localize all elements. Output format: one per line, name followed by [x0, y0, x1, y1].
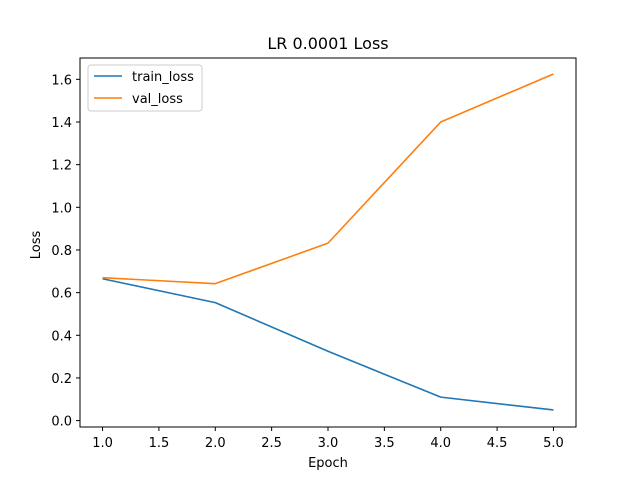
series-line-train-loss: [102, 277, 554, 411]
legend-label: train_loss: [132, 70, 194, 85]
x-tick-label: 2.5: [261, 436, 282, 451]
x-axis: 1.0 1.5 2.0 2.5 3.0 3.5 4.0 4.5 5.0: [92, 427, 564, 451]
y-tick-label: 0.8: [51, 244, 72, 259]
x-axis-label: Epoch: [308, 456, 348, 471]
x-tick-label: 1.0: [92, 436, 113, 451]
y-tick-label: 1.4: [51, 116, 72, 131]
chart-title: LR 0.0001 Loss: [267, 34, 388, 53]
x-tick-label: 4.5: [487, 436, 508, 451]
x-tick-label: 3.0: [318, 436, 339, 451]
x-tick-label: 3.5: [374, 436, 395, 451]
y-tick-label: 0.6: [51, 287, 72, 302]
series-line-val-loss: [102, 73, 554, 285]
y-tick-label: 0.4: [51, 329, 72, 344]
series-layer: [102, 73, 554, 411]
y-axis: 0.0 0.2 0.4 0.6 0.8 1.0 1.2 1.4 1.6: [51, 73, 80, 430]
legend: train_loss val_loss: [87, 64, 203, 112]
legend-label: val_loss: [132, 92, 183, 107]
y-tick-label: 1.0: [51, 201, 72, 216]
y-tick-label: 1.6: [51, 73, 72, 88]
y-axis-label: Loss: [29, 231, 44, 260]
x-tick-label: 4.0: [430, 436, 451, 451]
x-tick-label: 1.5: [149, 436, 170, 451]
x-tick-label: 2.0: [205, 436, 226, 451]
x-tick-label: 5.0: [543, 436, 564, 451]
y-tick-label: 0.2: [51, 372, 72, 387]
y-tick-label: 1.2: [51, 159, 72, 174]
y-tick-label: 0.0: [51, 415, 72, 430]
